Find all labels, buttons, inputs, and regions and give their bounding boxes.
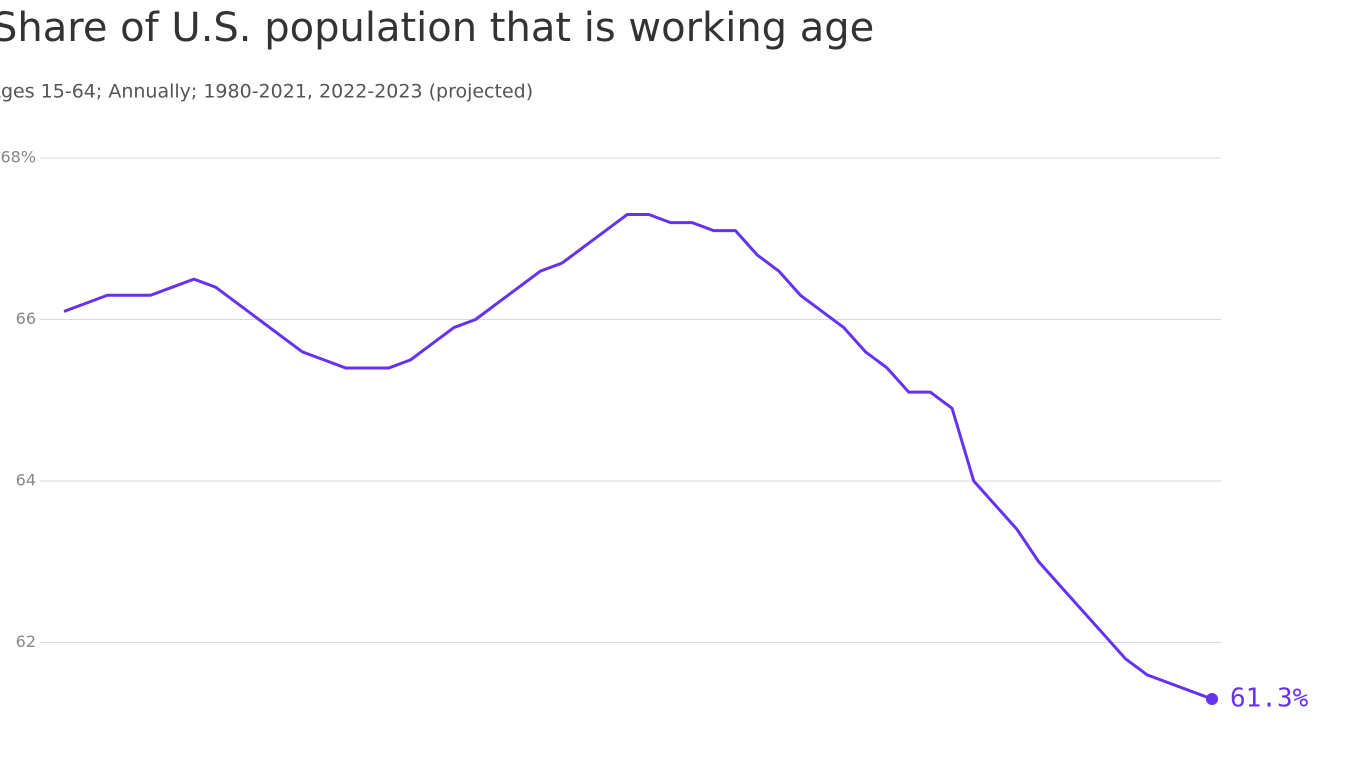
end-label: 61.3% bbox=[1230, 684, 1309, 714]
y-tick-label: 66 bbox=[16, 309, 36, 328]
y-tick-label: 64 bbox=[16, 471, 36, 490]
chart-subtitle: Ages 15-64; Annually; 1980-2021, 2022-20… bbox=[0, 81, 533, 103]
data-line bbox=[63, 213, 1213, 701]
y-tick-label: 62 bbox=[16, 632, 36, 651]
end-dot bbox=[1206, 693, 1218, 706]
y-tick-label: 68% bbox=[0, 148, 36, 167]
chart-title: Share of U.S. population that is working… bbox=[0, 5, 874, 51]
